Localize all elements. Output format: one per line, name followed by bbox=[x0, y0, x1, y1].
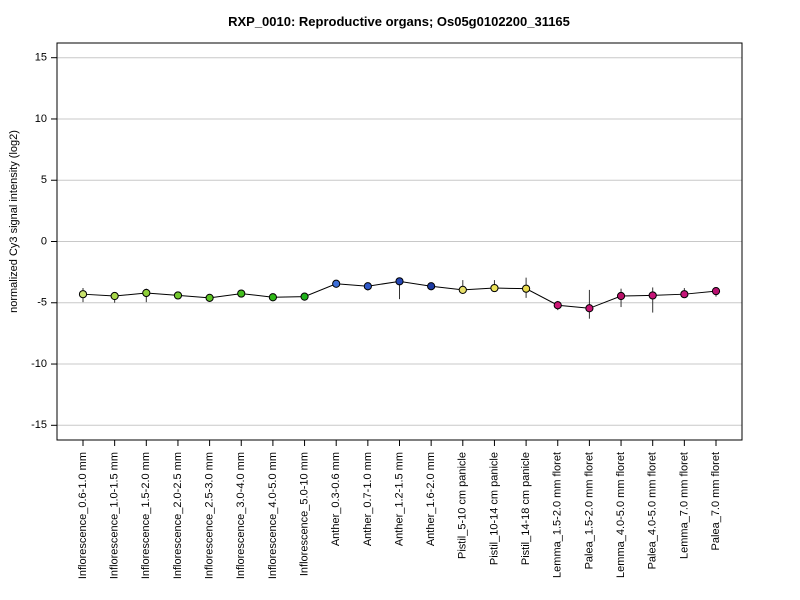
x-tick-label: Lemma_4.0-5.0 mm floret bbox=[615, 452, 627, 578]
x-tick-label: Palea_4.0-5.0 mm floret bbox=[647, 452, 659, 569]
data-point bbox=[427, 282, 436, 291]
x-axis-ticks: Inflorescence_0.6-1.0 mm Inflorescence_1.… bbox=[77, 440, 722, 579]
x-tick-label: Anther_1.6-2.0 mm bbox=[425, 452, 437, 546]
x-tick-label: Palea_1.5-2.0 mm floret bbox=[583, 452, 595, 569]
data-point bbox=[585, 304, 594, 313]
data-point bbox=[522, 284, 531, 293]
data-point bbox=[553, 301, 562, 310]
data-point bbox=[395, 277, 404, 286]
y-tick-label: 15 bbox=[35, 52, 47, 64]
data-point bbox=[237, 289, 246, 298]
y-axis-label: normalized Cy3 signal intensity (log2) bbox=[8, 130, 20, 313]
series bbox=[78, 277, 721, 319]
data-point bbox=[490, 283, 499, 293]
data-point bbox=[363, 282, 372, 291]
data-point bbox=[300, 292, 309, 301]
chart-title: RXP_0010: Reproductive organs; Os05g0102… bbox=[228, 14, 570, 29]
plot-frame bbox=[56, 42, 743, 441]
x-tick-label: Pistil_14-18 cm panicle bbox=[520, 452, 532, 565]
data-point bbox=[205, 293, 214, 302]
data-point bbox=[616, 291, 626, 301]
x-tick-label: Pistil_5-10 cm panicle bbox=[457, 452, 469, 559]
y-tick-label: -10 bbox=[31, 358, 47, 370]
data-point bbox=[648, 291, 657, 300]
data-point bbox=[173, 291, 183, 300]
x-tick-label: Lemma_7.0 mm floret bbox=[678, 452, 690, 559]
x-tick-label: Inflorescence_5.0-10 mm bbox=[298, 452, 310, 576]
data-point bbox=[332, 279, 341, 288]
data-point bbox=[78, 290, 88, 299]
x-tick-label: Pistil_10-14 cm panicle bbox=[488, 452, 500, 565]
x-tick-label: Inflorescence_2.5-3.0 mm bbox=[204, 452, 216, 579]
data-point bbox=[268, 293, 277, 302]
x-tick-label: Palea_7.0 mm floret bbox=[710, 452, 722, 550]
x-tick-label: Lemma_1.5-2.0 mm floret bbox=[552, 452, 564, 578]
x-tick-label: Inflorescence_2.0-2.5 mm bbox=[172, 452, 184, 579]
data-point bbox=[458, 285, 467, 294]
y-tick-label: 5 bbox=[41, 174, 47, 186]
y-tick-label: 0 bbox=[41, 235, 47, 247]
x-tick-label: Anther_0.7-1.0 mm bbox=[362, 452, 374, 546]
x-tick-label: Inflorescence_4.0-5.0 mm bbox=[267, 452, 279, 579]
gridlines bbox=[57, 57, 742, 426]
data-point bbox=[110, 291, 119, 301]
y-tick-label: -15 bbox=[31, 419, 47, 431]
data-point bbox=[142, 288, 151, 298]
y-tick-label: 10 bbox=[35, 113, 47, 125]
y-tick-label: -5 bbox=[37, 297, 47, 309]
x-tick-label: Anther_1.2-1.5 mm bbox=[393, 452, 405, 546]
data-point bbox=[680, 290, 689, 299]
x-tick-label: Inflorescence_0.6-1.0 mm bbox=[77, 452, 89, 579]
y-axis-ticks: -15 -10 -5 0 5 10 15 bbox=[31, 52, 57, 431]
x-tick-label: Inflorescence_3.0-4.0 mm bbox=[235, 452, 247, 579]
data-point bbox=[711, 287, 721, 296]
x-tick-label: Inflorescence_1.5-2.0 mm bbox=[140, 452, 152, 579]
x-tick-label: Anther_0.3-0.6 mm bbox=[330, 452, 342, 546]
x-tick-label: Inflorescence_1.0-1.5 mm bbox=[109, 452, 121, 579]
